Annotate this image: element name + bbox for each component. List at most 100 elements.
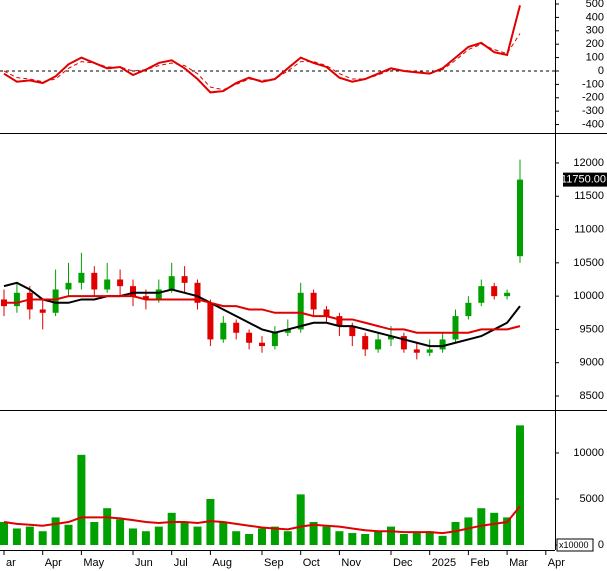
candle-body xyxy=(104,279,111,290)
candle-body xyxy=(426,349,433,353)
candle-body xyxy=(310,292,317,310)
y-tick-label: 10000 xyxy=(573,290,604,302)
volume-bar xyxy=(335,531,344,546)
volume-bar xyxy=(103,508,112,546)
volume-bar xyxy=(464,517,473,546)
volume-bar xyxy=(0,522,8,546)
y-tick-label: 9500 xyxy=(580,323,604,335)
candle-body xyxy=(117,279,124,287)
candle-body xyxy=(39,309,46,313)
price-badge-label: 11750.00 xyxy=(561,174,606,186)
candle-body xyxy=(155,289,162,300)
candle-body xyxy=(181,276,188,283)
x-tick-label: Nov xyxy=(341,557,361,569)
unit-label: x10000 xyxy=(559,540,589,550)
candle-body xyxy=(259,342,265,347)
volume-bar xyxy=(193,526,202,546)
candle-body xyxy=(362,336,369,350)
candle-body xyxy=(349,326,356,337)
volume-bar xyxy=(167,512,176,546)
x-tick-label: Aug xyxy=(212,557,232,569)
volume-bar xyxy=(412,533,421,546)
volume-bar xyxy=(425,531,434,546)
y-tick-label: 0 xyxy=(598,65,604,77)
volume-bar xyxy=(309,522,318,546)
candle-body xyxy=(388,336,394,340)
x-tick-label: 2025 xyxy=(432,557,456,569)
candle-body xyxy=(65,282,72,290)
candle-body xyxy=(271,332,278,347)
x-tick-label: Oct xyxy=(303,557,320,569)
y-tick-label: -200 xyxy=(582,92,604,104)
candle-body xyxy=(26,292,33,310)
candle-body xyxy=(284,329,291,333)
y-tick-label: -400 xyxy=(582,118,604,130)
volume-bar xyxy=(490,512,499,546)
volume-bar xyxy=(516,425,524,546)
candle-body xyxy=(52,289,59,313)
x-tick-label: Jul xyxy=(174,557,188,569)
candle-body xyxy=(504,292,511,297)
candle-body xyxy=(130,286,136,297)
candle-body xyxy=(478,286,485,303)
volume-bar xyxy=(64,524,73,546)
candle-body xyxy=(194,282,201,303)
y-tick-label: 8500 xyxy=(580,390,604,402)
volume-bar xyxy=(154,526,163,546)
candle-body xyxy=(233,322,240,333)
y-tick-label: -100 xyxy=(582,78,604,90)
x-tick-label: Apr xyxy=(45,557,62,569)
candle-body xyxy=(465,302,472,317)
y-tick-label: 100 xyxy=(586,51,604,63)
x-tick-label: Jun xyxy=(135,557,153,569)
volume-bar xyxy=(180,522,189,546)
candle-body xyxy=(246,332,253,343)
volume-bar xyxy=(258,528,266,546)
candle-body xyxy=(220,322,227,340)
candle-body xyxy=(400,336,407,350)
y-tick-label: 5000 xyxy=(580,493,604,505)
x-tick-label: Feb xyxy=(470,557,489,569)
volume-bar xyxy=(38,531,47,546)
volume-bar xyxy=(361,533,370,546)
y-tick-label: 400 xyxy=(586,11,604,23)
y-tick-label: -300 xyxy=(582,105,604,117)
volume-bar xyxy=(503,517,512,546)
volume-bar xyxy=(77,454,86,546)
y-tick-label: 10500 xyxy=(573,257,604,269)
candle-body xyxy=(78,272,85,283)
x-tick-label: Dec xyxy=(393,557,413,569)
candle-body xyxy=(336,316,343,327)
volume-bar xyxy=(451,522,460,546)
x-tick-label: Mar xyxy=(509,557,528,569)
volume-bar xyxy=(374,531,383,546)
volume-bar xyxy=(12,528,21,546)
x-tick-label: Sep xyxy=(264,557,284,569)
ma-line xyxy=(3,505,521,535)
ma-line xyxy=(3,33,521,91)
candle-body xyxy=(491,286,498,297)
y-tick-label: 10000 xyxy=(573,447,604,459)
candle-body xyxy=(375,339,382,350)
candle-body xyxy=(168,276,175,290)
volume-bar xyxy=(270,526,279,546)
x-tick-label: Apr xyxy=(548,557,565,569)
candle-body xyxy=(142,296,149,300)
volume-bar xyxy=(322,526,331,546)
candle-body xyxy=(517,179,523,257)
volume-bar xyxy=(51,517,60,546)
candle-body xyxy=(91,272,98,290)
candle-body xyxy=(207,302,214,340)
y-tick-label: 9000 xyxy=(580,357,604,369)
volume-bar xyxy=(141,531,150,546)
y-tick-label: 300 xyxy=(586,25,604,37)
y-tick-label: 500 xyxy=(586,0,604,10)
y-tick-label: 11500 xyxy=(574,190,604,202)
ma-line xyxy=(4,295,521,334)
y-tick-label: 0 xyxy=(598,539,604,551)
volume-bar xyxy=(232,531,241,546)
volume-bar xyxy=(296,494,305,546)
unit-box xyxy=(556,538,594,552)
volume-bar xyxy=(387,526,395,546)
